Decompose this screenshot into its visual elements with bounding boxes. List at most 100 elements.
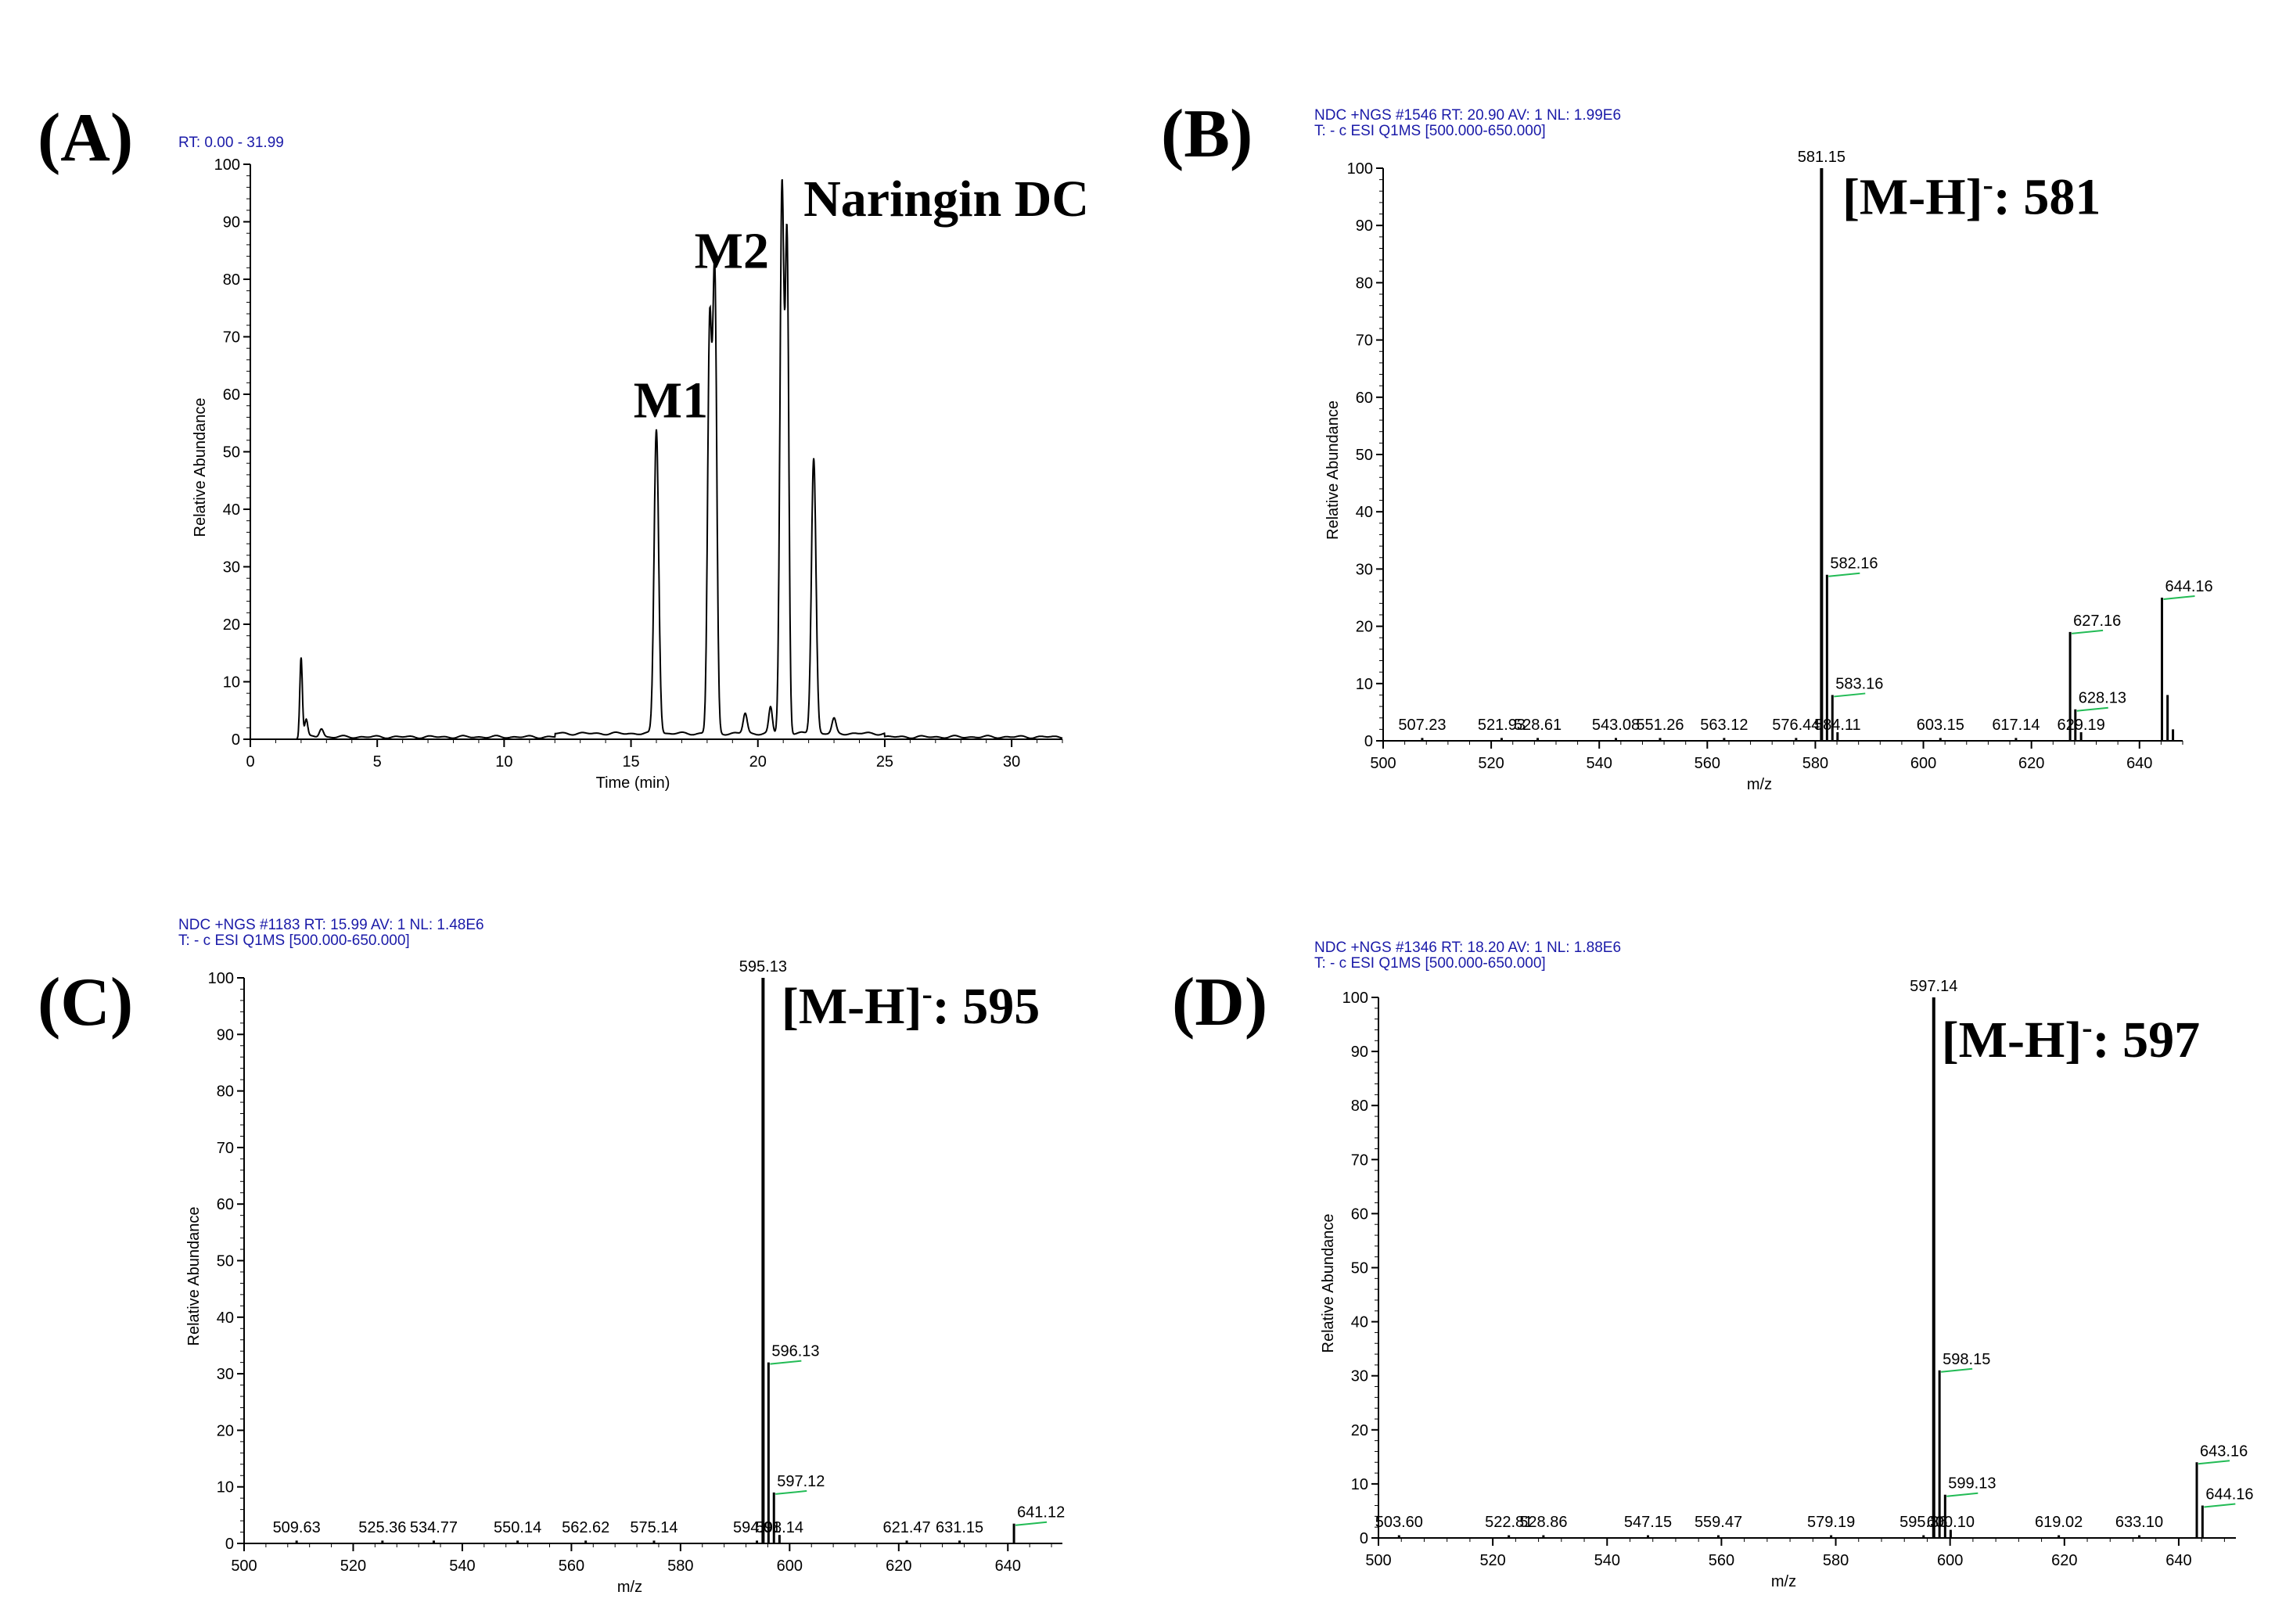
y-tick-label: 100 [208, 970, 234, 987]
panel-a: (A) RT: 0.00 - 31.99010203040506070809010… [38, 100, 1089, 792]
y-tick-label: 10 [217, 1479, 234, 1496]
x-tick-label: 500 [1365, 1552, 1391, 1569]
peak-label: 551.26 [1636, 717, 1684, 734]
y-tick-label: 50 [1351, 1260, 1368, 1277]
x-axis-label: m/z [617, 1579, 642, 1596]
peak-label: 584.11 [1814, 717, 1861, 734]
peak-label-marker [2163, 595, 2195, 600]
scan-header: NDC +NGS #1183 RT: 15.99 AV: 1 NL: 1.48E… [178, 917, 484, 933]
x-tick-label: 540 [1587, 755, 1612, 772]
x-axis-label: m/z [1747, 776, 1772, 793]
x-tick-label: 620 [2051, 1552, 2077, 1569]
peak-label-marker [2071, 629, 2104, 634]
peak-label-marker [1015, 1521, 1048, 1526]
x-axis-label: m/z [1771, 1573, 1796, 1590]
panel-label: (C) [38, 965, 133, 1040]
ion-charge: - [2082, 1010, 2092, 1045]
peak-label-marker [775, 1489, 807, 1495]
peak-label-marker [770, 1360, 802, 1365]
peak-label: 644.16 [2165, 578, 2212, 595]
peak-label: 643.16 [2200, 1443, 2248, 1460]
peak-label: 600.10 [1927, 1514, 1975, 1531]
peak-label: 633.10 [2115, 1514, 2163, 1531]
peak-label: 559.47 [1695, 1514, 1742, 1531]
x-tick-label: 560 [559, 1558, 584, 1575]
x-tick-label: 520 [340, 1558, 366, 1575]
y-tick-label: 30 [223, 559, 240, 577]
y-tick-label: 10 [1356, 676, 1373, 693]
scan-header: T: - c ESI Q1MS [500.000-650.000] [1314, 123, 1546, 139]
peak-label: 507.23 [1398, 717, 1446, 734]
y-tick-label: 40 [223, 501, 240, 519]
scan-header: NDC +NGS #1346 RT: 18.20 AV: 1 NL: 1.88E… [1314, 940, 1621, 956]
peak-label: 503.60 [1375, 1514, 1423, 1531]
y-tick-label: 100 [1347, 160, 1373, 178]
peak-annotation: M1 [634, 372, 708, 429]
y-tick-label: 40 [1356, 504, 1373, 521]
y-tick-label: 0 [225, 1536, 234, 1553]
x-tick-label: 15 [622, 753, 639, 771]
y-tick-label: 50 [223, 444, 240, 462]
x-tick-label: 640 [995, 1558, 1021, 1575]
panel-label: (A) [38, 100, 133, 176]
peak-label: 575.14 [630, 1519, 677, 1536]
scan-header: RT: 0.00 - 31.99 [178, 135, 284, 151]
peak-label: 550.14 [494, 1519, 541, 1536]
peak-label: 617.14 [1992, 717, 2040, 734]
ion-charge: - [1983, 167, 1993, 203]
peak-label: 595.36 [1899, 1514, 1947, 1531]
y-tick-label: 60 [223, 386, 240, 404]
x-tick-label: 10 [495, 753, 512, 771]
peak-label: 521.93 [1478, 717, 1526, 734]
ion-value: : 581 [1993, 169, 2101, 226]
peak-label: 629.19 [2058, 717, 2105, 734]
y-tick-label: 20 [1351, 1422, 1368, 1439]
x-tick-label: 640 [2126, 755, 2152, 772]
peak-label-marker [1946, 1492, 1979, 1497]
y-axis-label: Relative Abundance [192, 398, 209, 537]
peak-label: 547.15 [1624, 1514, 1672, 1531]
y-tick-label: 70 [1351, 1152, 1368, 1169]
peak-annotation: Naringin DC [803, 171, 1089, 228]
x-tick-label: 600 [777, 1558, 803, 1575]
y-axis-label: Relative Abundance [185, 1207, 203, 1346]
peak-label: 579.19 [1807, 1514, 1855, 1531]
y-axis-label: Relative Abundance [1320, 1214, 1337, 1353]
y-tick-label: 40 [217, 1310, 234, 1327]
peak-label: 597.14 [1910, 978, 1957, 995]
peak-label: 628.13 [2079, 690, 2126, 707]
scan-header: T: - c ESI Q1MS [500.000-650.000] [178, 932, 410, 949]
peak-label: 598.15 [1943, 1351, 1990, 1368]
y-tick-label: 60 [1356, 390, 1373, 407]
peak-label: 581.15 [1798, 149, 1846, 166]
y-tick-label: 90 [217, 1026, 234, 1044]
x-tick-label: 600 [1910, 755, 1936, 772]
x-axis-label: Time (min) [596, 774, 670, 792]
peak-label: 522.81 [1485, 1514, 1533, 1531]
peak-label: 562.62 [562, 1519, 609, 1536]
x-tick-label: 5 [373, 753, 382, 771]
peak-label-marker [1828, 572, 1860, 577]
y-tick-label: 50 [1356, 447, 1373, 464]
peak-label: 619.02 [2035, 1514, 2083, 1531]
peak-label-marker [2204, 1503, 2236, 1508]
x-tick-label: 580 [1823, 1552, 1849, 1569]
peak-label: 596.13 [771, 1343, 819, 1360]
peak-label-marker [2198, 1460, 2230, 1465]
y-tick-label: 10 [223, 674, 240, 692]
peak-label: 528.86 [1519, 1514, 1567, 1531]
peak-label: 576.44 [1772, 717, 1820, 734]
peak-label: 598.14 [756, 1519, 803, 1536]
x-tick-label: 0 [246, 753, 254, 771]
x-tick-label: 30 [1003, 753, 1020, 771]
y-tick-label: 90 [1351, 1044, 1368, 1061]
peak-label: 583.16 [1835, 675, 1883, 692]
y-tick-label: 30 [217, 1366, 234, 1383]
peak-label: 563.12 [1700, 717, 1748, 734]
peak-label: 595.13 [739, 958, 787, 975]
peak-label-marker [1834, 692, 1866, 698]
x-tick-label: 540 [449, 1558, 475, 1575]
y-tick-label: 10 [1351, 1476, 1368, 1493]
panel-d: (D) NDC +NGS #1346 RT: 18.20 AV: 1 NL: 1.… [1172, 940, 2254, 1590]
panel-b: (B) NDC +NGS #1546 RT: 20.90 AV: 1 NL: 1.… [1161, 96, 2213, 793]
